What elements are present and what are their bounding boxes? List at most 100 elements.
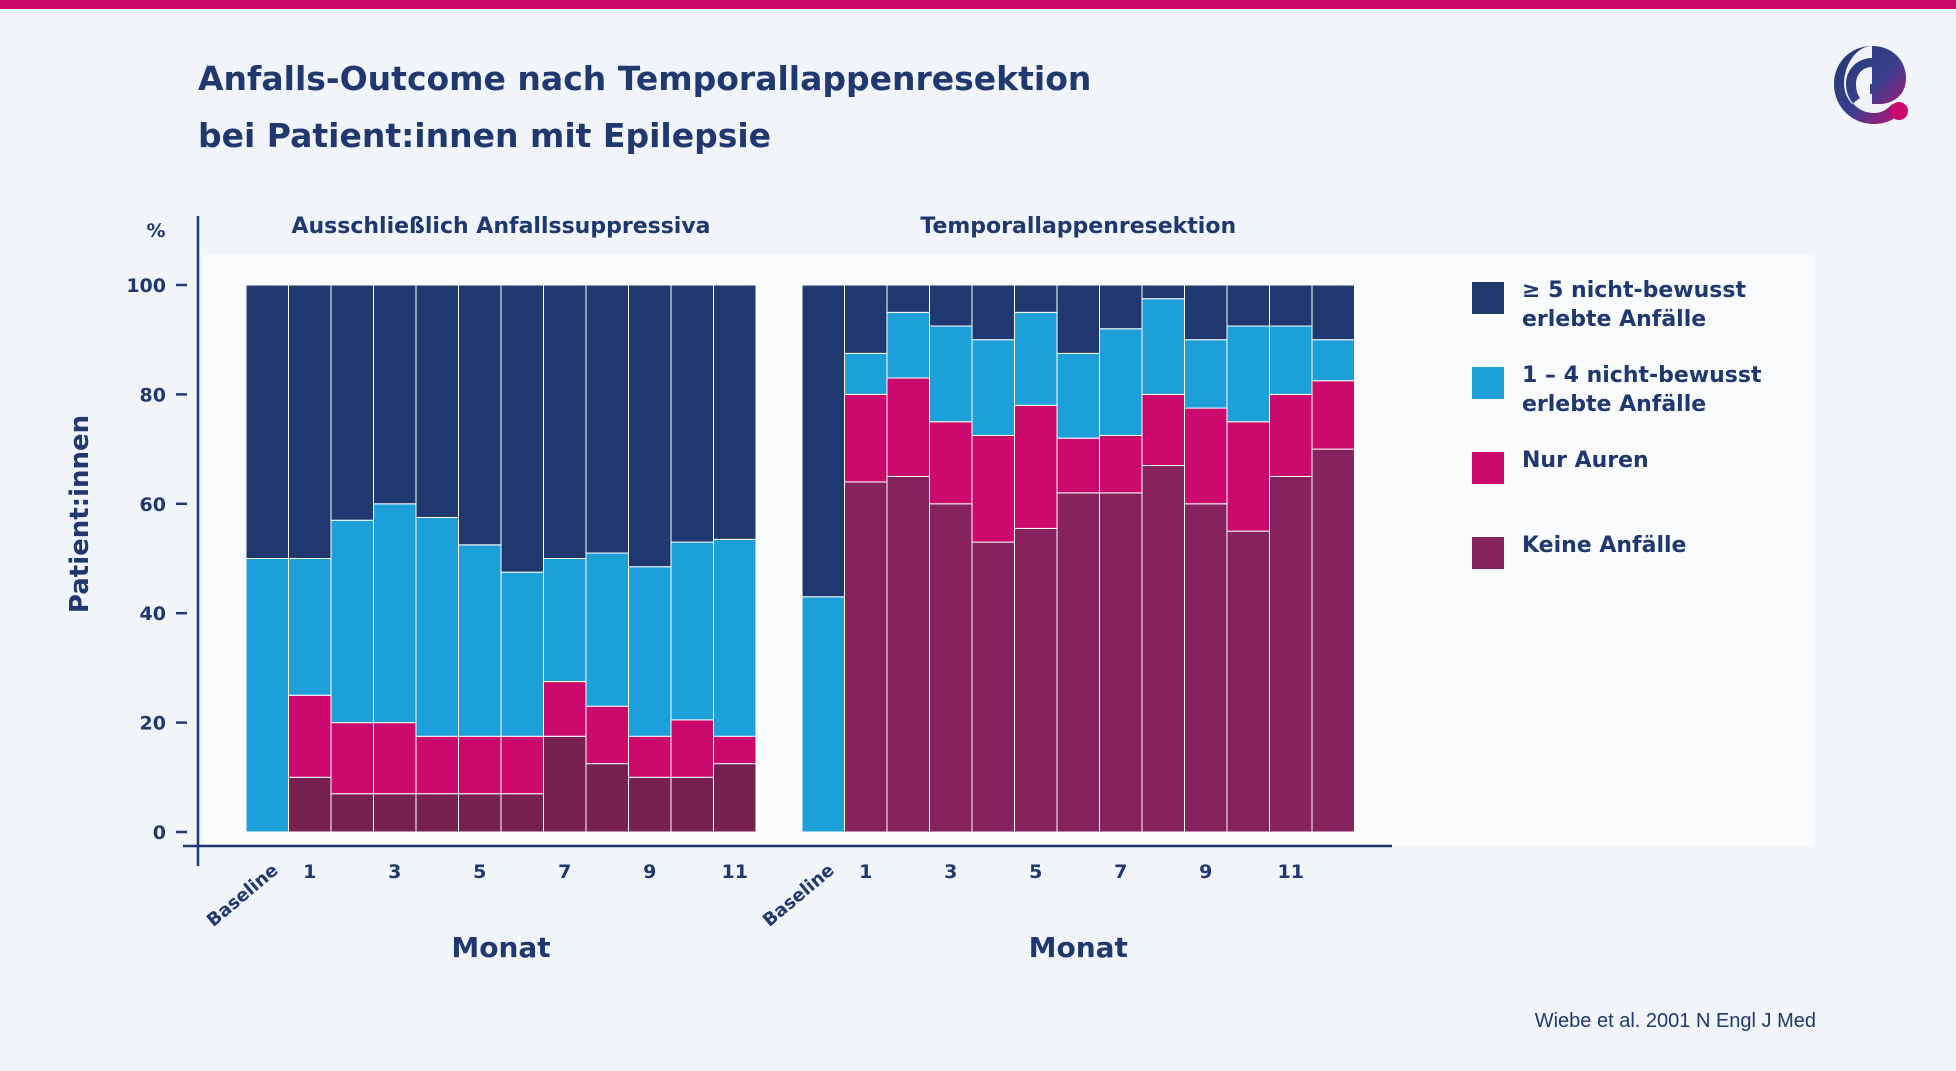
bar-segment-none: [458, 793, 502, 833]
bar-segment-aura: [670, 719, 714, 778]
bar-segment-aura: [971, 434, 1015, 543]
bar-segment-ge5: [458, 284, 502, 546]
bar-segment-aura: [543, 681, 587, 737]
bar-segment-one_to_four: [373, 503, 417, 724]
bar-segment-one_to_four: [929, 325, 973, 423]
bar-segment-ge5: [971, 284, 1015, 341]
bar-segment-ge5: [1269, 284, 1313, 327]
bar-segment-one_to_four: [1141, 298, 1185, 395]
bar-segment-aura: [1226, 421, 1270, 532]
bar-segment-one_to_four: [844, 352, 888, 395]
bar-segment-none: [844, 481, 888, 833]
y-tick-label: 20: [140, 713, 166, 735]
bar-segment-none: [971, 541, 1015, 833]
bar-segment-none: [1184, 503, 1228, 833]
source-citation: Wiebe et al. 2001 N Engl J Med: [1534, 1010, 1816, 1032]
brand-logo-icon: [1834, 46, 1908, 124]
bar-segment-ge5: [1311, 284, 1355, 341]
y-tick-label: 100: [126, 275, 166, 297]
legend-swatch: [1472, 282, 1504, 314]
bar-segment-aura: [844, 393, 888, 483]
bar-segment-aura: [929, 421, 973, 505]
y-tick-label: 80: [140, 384, 166, 406]
bar-segment-ge5: [670, 284, 714, 543]
bar-segment-ge5: [713, 284, 757, 540]
legend-swatch: [1472, 537, 1504, 569]
bar-segment-ge5: [844, 284, 888, 354]
bar-segment-one_to_four: [543, 558, 587, 683]
x-axis-label: Monat: [451, 931, 550, 964]
bar-segment-aura: [500, 735, 544, 795]
bar-segment-aura: [415, 735, 459, 795]
bar-segment-one_to_four: [801, 596, 845, 833]
bar-segment-aura: [628, 735, 672, 778]
bar-segment-aura: [1269, 393, 1313, 477]
bar-segment-none: [500, 793, 544, 833]
x-tick-label: 3: [388, 861, 401, 883]
chart-panels: Baseline 1 3 5 7 9 11 Ausschließlich Anfallssup…: [203, 214, 1355, 964]
bar-segment-one_to_four: [458, 544, 502, 737]
bar-segment-ge5: [373, 284, 417, 505]
legend-label: Nur Auren: [1522, 448, 1649, 473]
bar-segment-one_to_four: [670, 541, 714, 721]
bar-segment-one_to_four: [330, 519, 374, 724]
bar-segment-aura: [288, 694, 332, 778]
panel-title: Ausschließlich Anfallssuppressiva: [291, 214, 710, 239]
bar-segment-none: [713, 763, 757, 833]
bar-segment-none: [1099, 492, 1143, 833]
panel-title: Temporallappenresektion: [920, 214, 1236, 239]
bar-segment-one_to_four: [886, 311, 930, 379]
bar-segment-aura: [1311, 380, 1355, 450]
legend-label: Keine Anfälle: [1522, 533, 1687, 558]
bar-segment-aura: [886, 377, 930, 477]
bar-segment-none: [1141, 465, 1185, 833]
bar-segment-aura: [1014, 404, 1058, 529]
x-tick-label: 9: [643, 861, 656, 883]
bar-segment-one_to_four: [1056, 352, 1100, 439]
bar-segment-ge5: [1014, 284, 1058, 313]
panel-2: Baseline 1 3 5 7 9 11 Temporallappenresektion Mo…: [759, 214, 1355, 964]
bar-segment-none: [628, 776, 672, 833]
bar-segment-aura: [1184, 407, 1228, 505]
legend-label: ≥ 5 nicht-bewusst erlebte Anfälle: [1522, 278, 1746, 332]
x-tick-label: 7: [1114, 861, 1127, 883]
x-tick-label: 7: [558, 861, 571, 883]
panel-1: Baseline 1 3 5 7 9 11 Ausschließlich Anfallssup…: [203, 214, 757, 964]
bar-segment-ge5: [330, 284, 374, 521]
bar-segment-ge5: [288, 284, 332, 559]
bar-segment-ge5: [415, 284, 459, 518]
y-tick-label: 40: [140, 603, 166, 625]
bar-segment-one_to_four: [1311, 339, 1355, 382]
y-axis-unit: %: [146, 220, 165, 242]
bar-segment-one_to_four: [245, 558, 289, 833]
bar-segment-ge5: [1056, 284, 1100, 354]
bar-segment-aura: [1056, 437, 1100, 494]
x-tick-label: Baseline: [203, 860, 282, 931]
bar-segment-none: [1226, 530, 1270, 833]
x-tick-label: 5: [1029, 861, 1042, 883]
bar-segment-ge5: [500, 284, 544, 573]
bar-segment-none: [373, 793, 417, 833]
bar-segment-ge5: [585, 284, 629, 554]
bar-segment-none: [1269, 475, 1313, 833]
bar-segment-one_to_four: [415, 516, 459, 737]
x-tick-label: 11: [722, 861, 748, 883]
bar-segment-one_to_four: [288, 558, 332, 696]
bar-segment-none: [1056, 492, 1100, 833]
x-tick-label: 1: [303, 861, 316, 883]
bar-segment-none: [543, 735, 587, 833]
bar-segment-none: [929, 503, 973, 833]
bar-segment-aura: [373, 722, 417, 795]
x-tick-label: 3: [944, 861, 957, 883]
y-tick-label: 60: [140, 494, 166, 516]
x-tick-label: Baseline: [759, 860, 838, 931]
x-tick-label: 5: [473, 861, 486, 883]
bar-segment-none: [330, 793, 374, 833]
bar-segment-one_to_four: [1184, 339, 1228, 409]
bar-segment-one_to_four: [1099, 328, 1143, 436]
bar-segment-aura: [1141, 393, 1185, 467]
bar-segment-one_to_four: [1226, 325, 1270, 423]
bar-segment-none: [1014, 527, 1058, 833]
chart-title: Anfalls-Outcome nach Temporallappenresek…: [198, 50, 1091, 164]
